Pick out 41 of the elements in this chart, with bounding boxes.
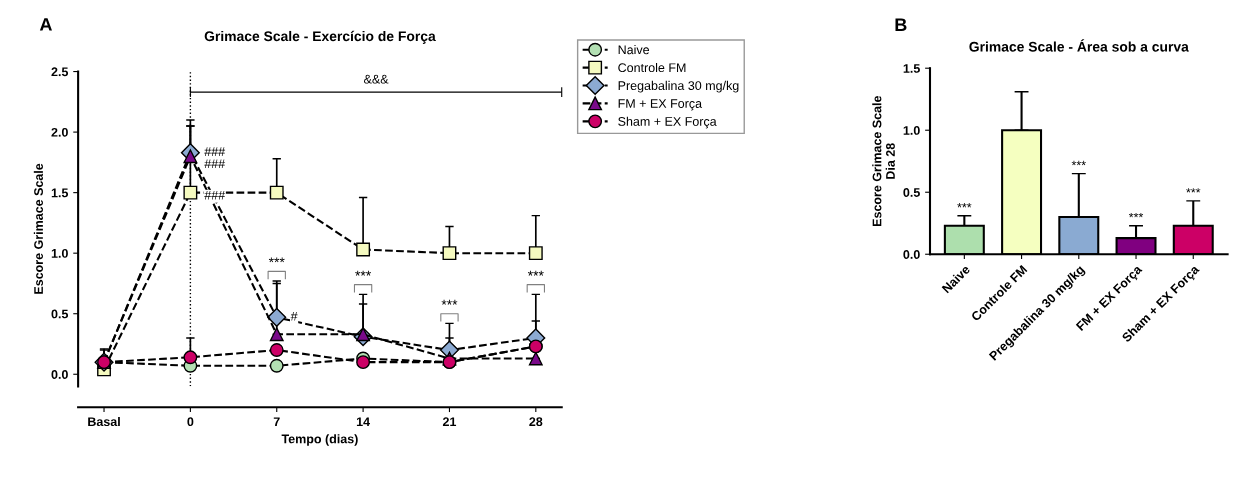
x-axis-title: Tempo (dias) [281,434,358,446]
y-tick-label: 1.5 [51,188,69,198]
annotation: *** [441,299,458,305]
x-tick-label: 21 [442,417,457,426]
x-tick-label: 7 [273,417,280,426]
legend-label: Sham + EX Força [618,116,717,129]
y-tick-label: 2.0 [51,127,68,137]
legend-label: Controle FM [618,62,686,73]
x-tick-label: 28 [529,417,543,427]
y-tick-label: 1.0 [903,126,920,135]
y-tick-label: 1.0 [51,248,68,258]
annotation: *** [1071,160,1086,166]
ref-line-label: &&& [363,74,389,84]
y-tick-label: 0.0 [51,370,68,379]
y-axis-title: Escore Grimace Scale Dia 28 [872,95,895,227]
legend-label: FM + EX Força [618,99,703,111]
text: B [895,18,907,32]
annotation: *** [527,270,544,276]
y-tick-label: 0.5 [51,309,69,319]
chart-title: Grimace Scale - Área sob a curva [969,39,1189,52]
y-tick-label: 2.5 [51,67,69,77]
y-axis-title: Escore Grimace Scale [33,163,43,294]
annotation: *** [957,203,972,208]
annotation: ### [204,159,226,169]
annotation: ### [204,190,226,200]
annotation: # [290,312,298,321]
chart-title: Grimace Scale - Exercício de Força [204,30,436,44]
annotation: *** [355,270,371,276]
annotation: *** [268,257,285,263]
x-tick-label: 0 [187,417,194,427]
text: A [39,18,52,31]
y-tick-label: 1.5 [903,64,920,73]
annotation: ### [204,147,226,156]
legend-label: Naive [618,45,650,55]
y-tick-label: 0.5 [903,188,920,197]
legend-label: Pregabalina 30 mg/kg [618,80,739,93]
x-tick-label: 14 [356,417,370,426]
annotation: *** [1186,188,1201,193]
y-tick-label: 0.0 [903,250,920,259]
x-tick-label: Basal [88,416,120,427]
annotation: *** [1128,212,1144,218]
